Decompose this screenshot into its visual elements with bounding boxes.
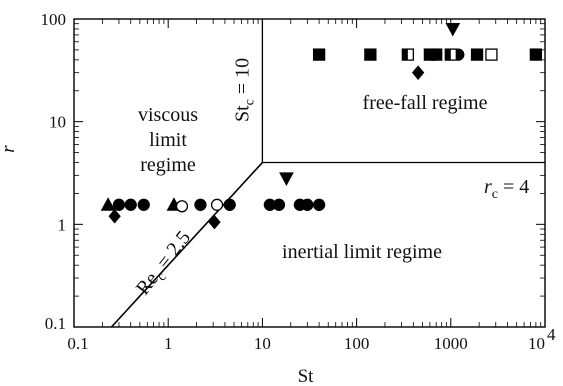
- inertial-regime-label: inertial limit regime: [282, 241, 442, 263]
- viscous-regime-label-line1: viscous: [138, 104, 198, 126]
- filled-diamond-marker: [108, 208, 121, 224]
- re-critical-annotation: Rec = 2.5: [132, 227, 198, 302]
- re-critical-line: [110, 161, 263, 328]
- filled-diamond-marker: [208, 214, 221, 230]
- filled-circle-marker: [194, 198, 207, 211]
- st-critical-subscript: c: [242, 99, 257, 105]
- re-critical-value: = 2.5: [149, 227, 195, 277]
- filled-circle-marker: [272, 198, 286, 211]
- r-critical-symbol: r: [484, 176, 492, 198]
- x-tick-label: 0.1: [67, 334, 88, 353]
- x-tick-label: 1000: [434, 334, 468, 353]
- st-critical-symbol: St: [231, 105, 253, 122]
- x-axis-label: St: [298, 366, 315, 386]
- filled-square-marker: [430, 48, 443, 61]
- r-critical-subscript: c: [492, 187, 498, 202]
- open-circle-marker: [210, 198, 224, 211]
- filled-circle-marker: [312, 198, 326, 211]
- filled-triangle-up-marker: [100, 197, 116, 211]
- x-tick-label: 10: [254, 334, 271, 353]
- half-square-fill: [445, 49, 451, 61]
- filled-circle-marker: [223, 198, 236, 211]
- x-tick-label: 1: [164, 334, 173, 353]
- y-tick-label: 1: [58, 215, 67, 234]
- st-critical-value: = 10: [231, 58, 253, 99]
- filled-triangle-down-marker: [445, 22, 461, 37]
- x-tick-label-exponent: 4: [547, 325, 556, 344]
- half-square-fill: [402, 49, 408, 61]
- r-critical-annotation: rc = 4: [484, 176, 529, 202]
- st-critical-annotation: Stc = 10: [231, 58, 257, 122]
- filled-square-marker: [364, 48, 377, 61]
- filled-circle-marker: [301, 198, 314, 211]
- x-tick-label: 10: [528, 334, 545, 353]
- filled-square-marker: [529, 48, 543, 61]
- regime-boundaries: [110, 19, 545, 328]
- y-tick-label: 10: [49, 113, 66, 132]
- y-tick-label: 0.1: [45, 314, 66, 333]
- viscous-regime-label-line2: limit: [149, 129, 187, 151]
- filled-circle-marker: [137, 198, 150, 211]
- y-axis-label: r: [0, 145, 19, 153]
- filled-square-marker: [470, 48, 484, 61]
- free-fall-regime-label: free-fall regime: [363, 92, 488, 114]
- filled-square-marker: [312, 48, 326, 61]
- open-square-marker: [485, 48, 498, 61]
- x-tick-label: 100: [344, 334, 370, 353]
- filled-diamond-marker: [411, 65, 425, 80]
- data-markers: [100, 22, 543, 230]
- filled-circle-marker: [124, 198, 137, 211]
- filled-triangle-down-marker: [279, 172, 294, 186]
- viscous-regime-label-line3: regime: [140, 154, 196, 176]
- plot-frame: [73, 18, 546, 328]
- r-critical-value: = 4: [498, 176, 529, 198]
- open-circle-marker: [175, 200, 189, 213]
- y-tick-label: 100: [41, 10, 67, 29]
- filled-circle-marker: [112, 198, 126, 211]
